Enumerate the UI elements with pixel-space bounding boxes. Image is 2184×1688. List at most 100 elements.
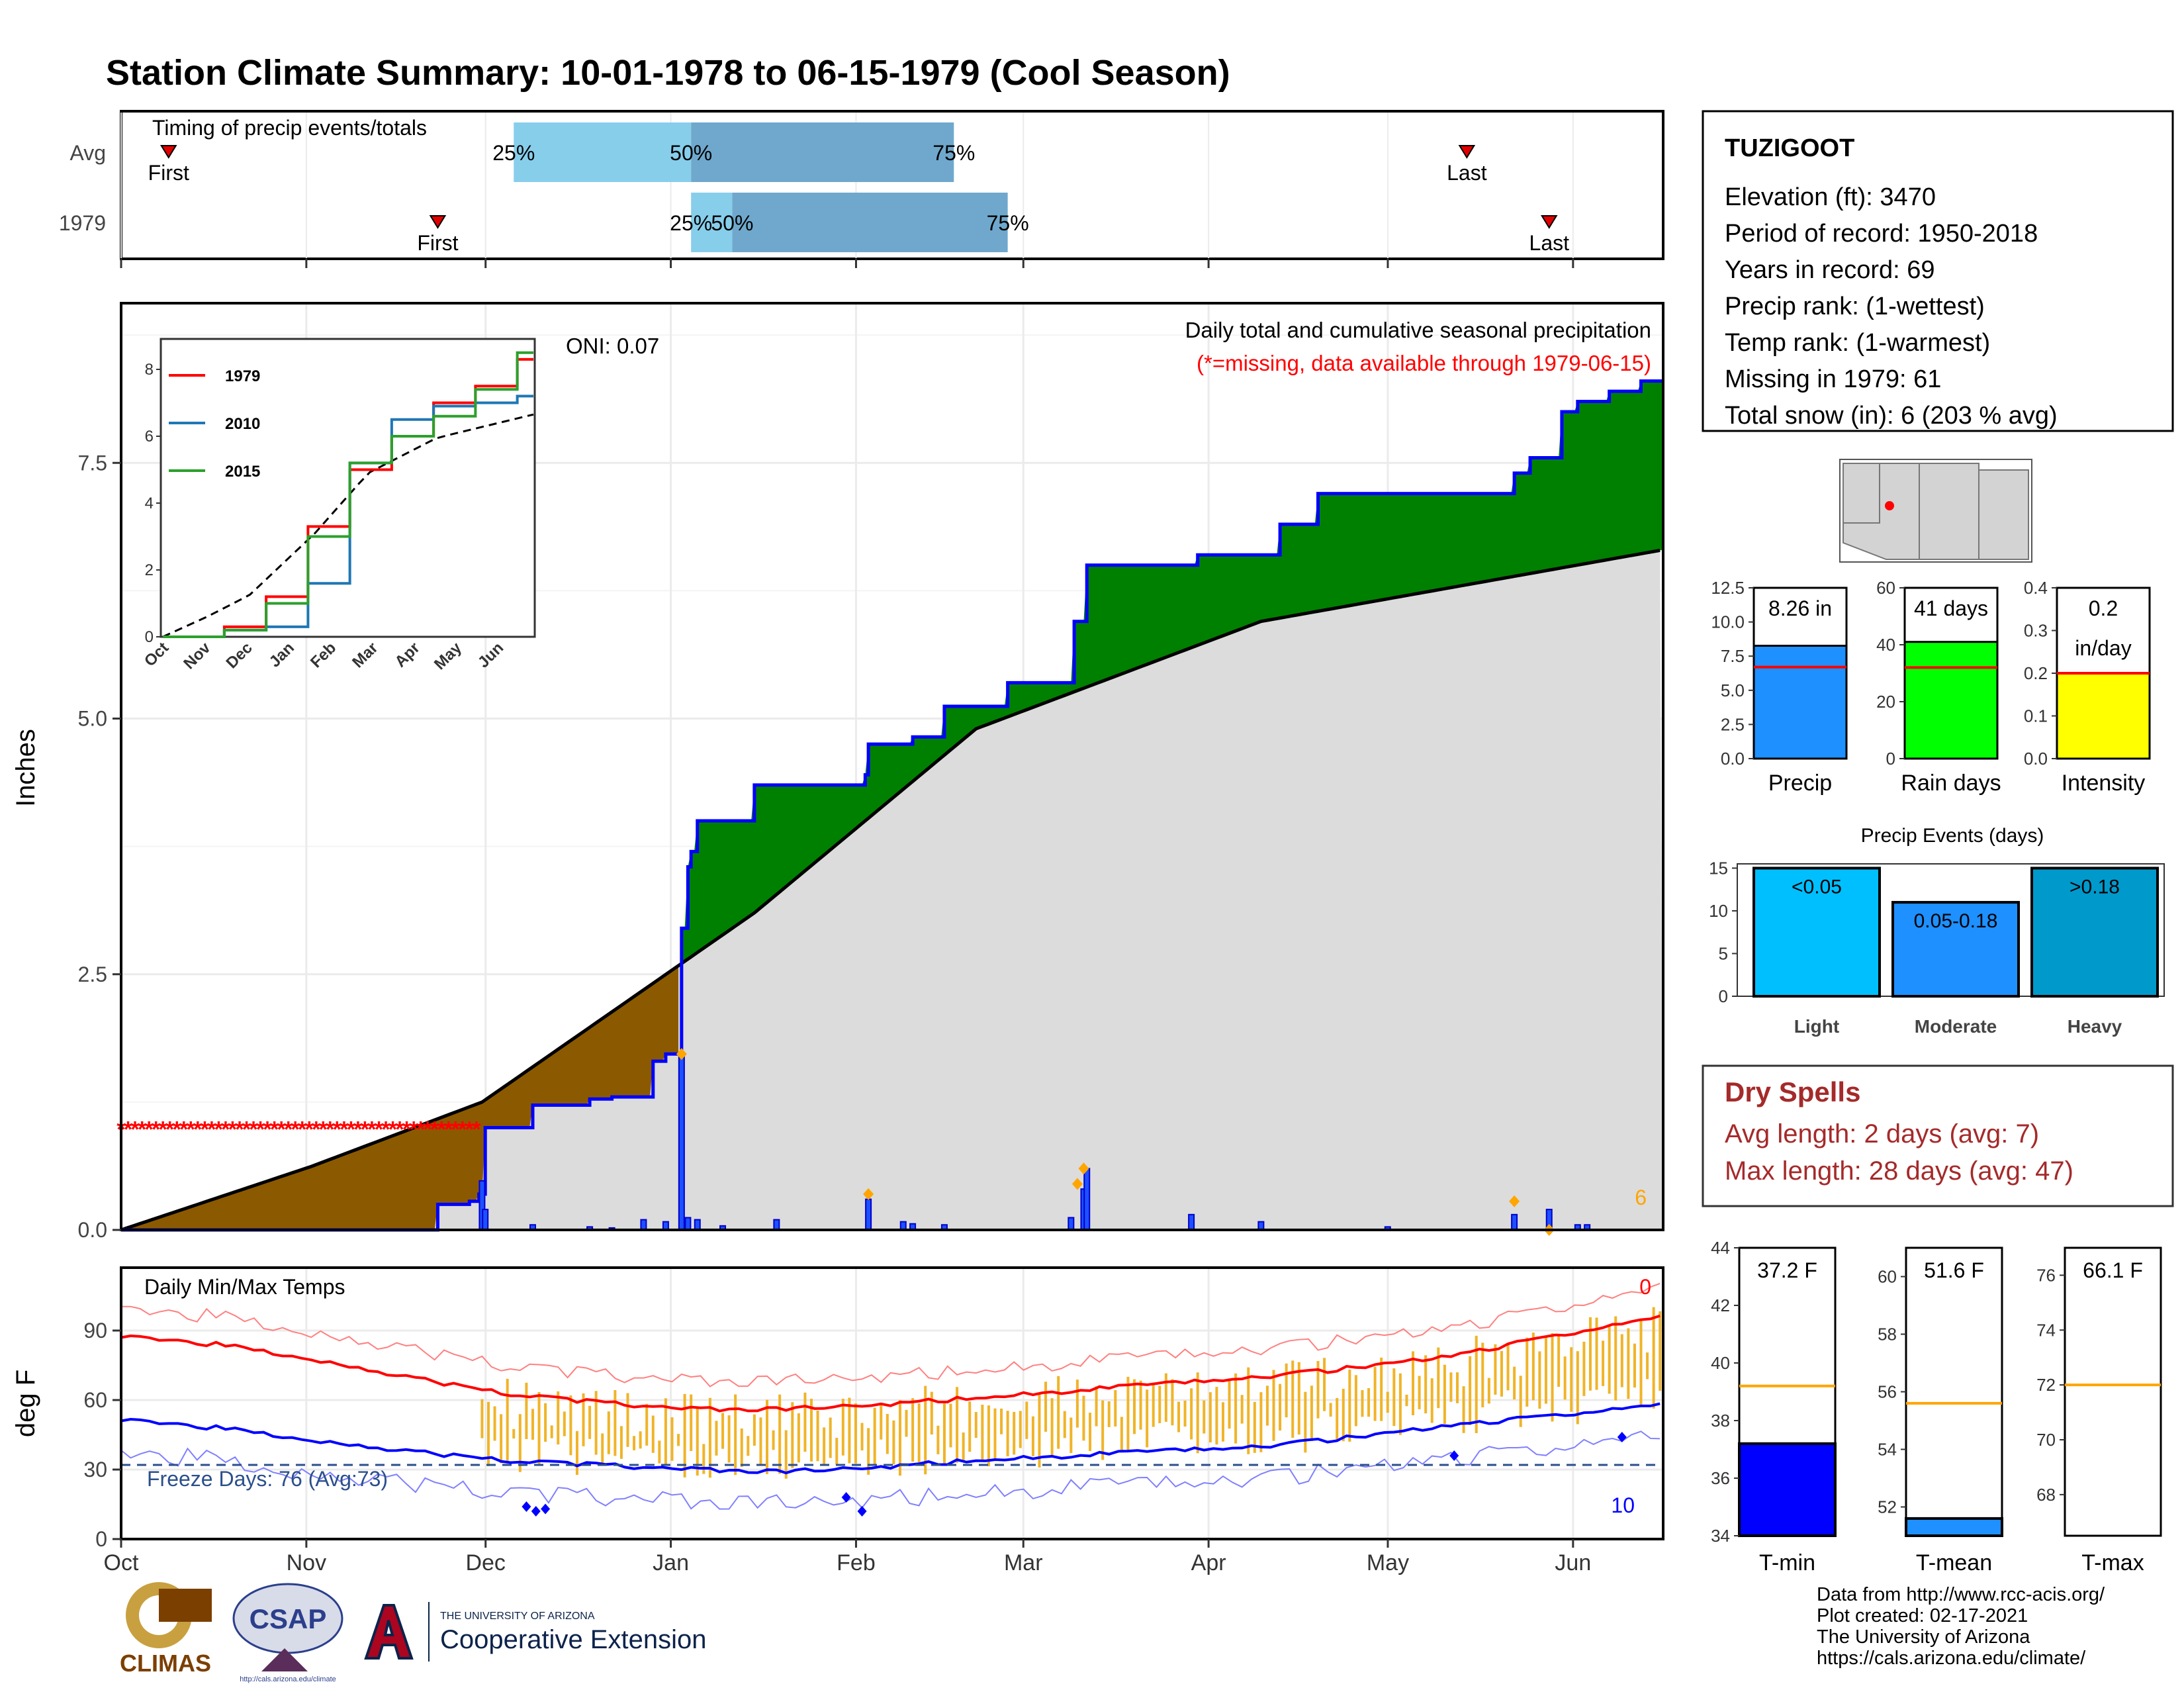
- daily-temp-range-bar: [1000, 1408, 1003, 1434]
- ua-a-mark: [364, 1604, 414, 1660]
- mini-bar-tick-label: 12.5: [1711, 578, 1745, 598]
- daily-temp-range-bar: [537, 1391, 541, 1466]
- temp-bar-t-mean: [1905, 1517, 2003, 1537]
- footer-line: The University of Arizona: [1817, 1626, 2030, 1648]
- missing-marker: *: [416, 1117, 426, 1143]
- daily-temp-range-bar: [905, 1409, 908, 1437]
- daily-temp-range-bar: [1563, 1356, 1567, 1400]
- daily-temp-range-bar: [1063, 1411, 1066, 1438]
- temp-bar-frame: [2064, 1246, 2162, 1537]
- station-info-line: Temp rank: (1-warmest): [1725, 329, 1990, 357]
- mini-bar-tick-label: 0.2: [2024, 663, 2048, 683]
- temp-bar-frame: [1905, 1246, 2003, 1537]
- temp-caption: Daily Min/Max Temps: [144, 1275, 345, 1299]
- temp-yticks: 0 30 60 90: [83, 1319, 121, 1551]
- missing-marker: *: [277, 1117, 286, 1143]
- daily-temp-range-bar: [1348, 1369, 1351, 1442]
- temp-bar-t-min: [1738, 1442, 1837, 1538]
- daily-temp-range-bar: [670, 1417, 674, 1461]
- daily-temp-range-bar: [1050, 1398, 1054, 1456]
- daily-temp-range-bar: [525, 1382, 528, 1439]
- avg-max-line: [120, 1314, 1661, 1413]
- footer-line: https://cals.arizona.edu/climate/: [1817, 1648, 2086, 1669]
- daily-temp-range-bar: [1462, 1386, 1465, 1433]
- daily-temp-range-bar: [582, 1393, 585, 1446]
- daily-temp-range-bar: [658, 1440, 661, 1464]
- daily-temp-range-bar: [1329, 1403, 1332, 1417]
- daily-temp-range-bar: [816, 1410, 819, 1462]
- daily-temp-range-bar: [696, 1408, 699, 1476]
- daily-temp-range-bar: [601, 1433, 604, 1464]
- daily-temp-range-bar: [1531, 1333, 1535, 1401]
- climas-logo-block: [159, 1589, 212, 1622]
- daily-temp-range-bar: [1323, 1358, 1326, 1411]
- daily-temp-range-bar: [752, 1414, 756, 1446]
- daily-temp-range-bar: [1146, 1389, 1149, 1448]
- mini-bar-intensity: [2056, 672, 2151, 760]
- daily-temp-range-bar: [563, 1411, 566, 1436]
- daily-temp-range-bar: [1570, 1347, 1573, 1412]
- mini-bar-tick-label: 7.5: [1721, 646, 1745, 666]
- missing-marker: *: [144, 1117, 154, 1143]
- daily-temp-range-bar: [1551, 1333, 1554, 1422]
- daily-temp-range-bar: [936, 1425, 940, 1454]
- station-info-line: Elevation (ft): 3470: [1725, 183, 1936, 211]
- timing-bar-50-75: [732, 193, 1008, 252]
- missing-marker: *: [319, 1117, 328, 1143]
- temp-bar-label: T-max: [2081, 1550, 2144, 1575]
- temp-bar-label: T-mean: [1916, 1550, 1992, 1575]
- missing-marker: *: [152, 1117, 161, 1143]
- temp-bar-tick-label: 34: [1711, 1526, 1730, 1546]
- precip-ytick-label: 0.0: [78, 1218, 107, 1242]
- station-lines: Elevation (ft): 3470 Period of record: 19…: [1725, 183, 2058, 430]
- daily-temp-range-bar: [1044, 1382, 1048, 1432]
- missing-note: (*=missing, data available through 1979-…: [1197, 351, 1651, 375]
- daily-temp-range-bar: [930, 1391, 933, 1435]
- events-category-label: Heavy: [2068, 1016, 2122, 1037]
- missing-marker: *: [284, 1117, 293, 1143]
- daily-temp-range-bar: [1506, 1342, 1510, 1391]
- missing-marker: *: [235, 1117, 244, 1143]
- daily-temp-range-bar: [1075, 1380, 1079, 1428]
- daily-temp-range-bar: [841, 1399, 844, 1456]
- timing-label-50: 50%: [670, 141, 712, 165]
- precip-ytick-label: 7.5: [78, 451, 107, 475]
- missing-marker: *: [409, 1117, 418, 1143]
- daily-temp-range-bar: [886, 1413, 889, 1454]
- timing-first-label: First: [148, 161, 189, 185]
- events-content: 0 5 10 15 <0.05 Light 0.05-0.18 Moderate >0.18 He…: [1709, 858, 2165, 1037]
- daily-temp-range-bar: [848, 1397, 851, 1464]
- events-bar-label: 0.05-0.18: [1914, 910, 1998, 932]
- station-info-line: Total snow (in): 6 (203 % avg): [1725, 402, 2058, 430]
- daily-temp-range-bar: [1367, 1388, 1371, 1417]
- daily-temp-range-bar: [1107, 1401, 1111, 1427]
- events-tick-label: 0: [1719, 986, 1728, 1006]
- daily-temp-range-bar: [759, 1417, 762, 1466]
- precip-yticks: 0.0 2.5 5.0 7.5: [78, 451, 121, 1242]
- record-low-marker: [1449, 1450, 1459, 1461]
- daily-precip-bar: [1511, 1213, 1518, 1231]
- daily-temp-range-bar: [1525, 1337, 1529, 1407]
- daily-temp-range-bar: [1240, 1395, 1244, 1424]
- climas-logo: CLIMAS: [120, 1582, 212, 1677]
- daily-temp-range-bar: [1500, 1351, 1503, 1397]
- temp-bar-label: T-min: [1759, 1550, 1815, 1575]
- inset-ytick-label: 0: [145, 628, 154, 646]
- daily-temp-range-bar: [1336, 1397, 1339, 1442]
- daily-temp-range-bar: [791, 1402, 794, 1468]
- daily-temp-range-bar: [1304, 1391, 1307, 1453]
- daily-temp-range-bar: [803, 1392, 807, 1452]
- daily-temp-range-bar: [1057, 1376, 1060, 1449]
- events-bar-label: >0.18: [2070, 876, 2120, 898]
- missing-marker: *: [207, 1117, 216, 1143]
- daily-temp-range-bar: [1608, 1325, 1611, 1394]
- timing-label-year: 1979: [59, 211, 106, 235]
- temp-bar-value: 66.1 F: [2083, 1258, 2143, 1282]
- daily-temp-range-bar: [1405, 1394, 1408, 1407]
- missing-marker: *: [305, 1117, 314, 1143]
- month-tick-label: Mar: [1004, 1550, 1043, 1575]
- inset-legend-label: 1979: [225, 367, 260, 385]
- daily-temp-range-bar: [619, 1426, 623, 1459]
- daily-temp-range-bar: [1095, 1386, 1098, 1427]
- daily-temp-range-bar: [557, 1391, 560, 1445]
